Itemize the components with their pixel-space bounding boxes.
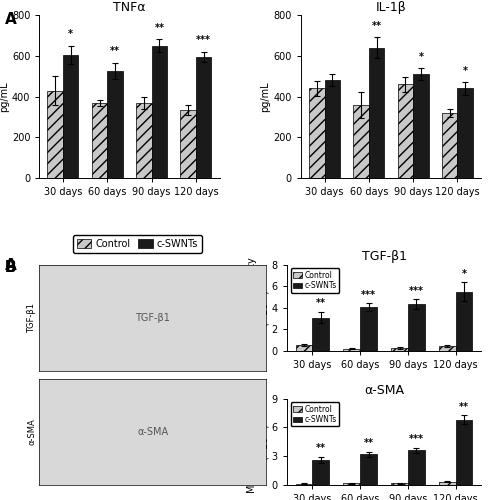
Bar — [296, 345, 312, 351]
Y-axis label: Mean optical density
(×10⁻²): Mean optical density (×10⁻²) — [247, 391, 269, 492]
Title: IL-1β: IL-1β — [376, 1, 407, 14]
Bar — [48, 90, 63, 178]
Bar — [108, 71, 123, 178]
Text: ***: *** — [409, 434, 424, 444]
Bar — [92, 103, 108, 178]
Y-axis label: pg/mL: pg/mL — [0, 82, 9, 112]
Text: **: ** — [110, 46, 120, 56]
Text: *: * — [462, 269, 466, 279]
Legend: Control, c-SWNTs: Control, c-SWNTs — [291, 402, 339, 426]
Title: α-SMA: α-SMA — [364, 384, 404, 398]
Bar — [325, 80, 340, 178]
Text: *: * — [418, 52, 423, 62]
Bar — [63, 55, 79, 178]
Bar — [152, 46, 167, 178]
Bar — [413, 74, 429, 178]
Bar — [354, 105, 369, 178]
Bar — [408, 304, 425, 351]
Legend: Control, c-SWNTs: Control, c-SWNTs — [73, 235, 202, 252]
Y-axis label: pg/mL: pg/mL — [261, 82, 271, 112]
Text: ***: *** — [409, 286, 424, 296]
Bar — [458, 88, 473, 178]
Text: *: * — [68, 29, 73, 39]
Y-axis label: Mean optical density
(×10⁻²): Mean optical density (×10⁻²) — [247, 257, 269, 358]
Text: **: ** — [316, 298, 326, 308]
Text: A: A — [5, 258, 17, 272]
Text: **: ** — [316, 443, 326, 453]
Text: **: ** — [372, 21, 382, 31]
Text: α-SMA: α-SMA — [137, 427, 168, 437]
Bar — [398, 84, 413, 178]
Text: B: B — [5, 260, 17, 275]
Bar — [296, 484, 312, 485]
Bar — [344, 484, 360, 485]
Title: TNFα: TNFα — [113, 1, 146, 14]
Text: ***: *** — [361, 290, 376, 300]
Bar — [312, 318, 329, 351]
Bar — [439, 346, 456, 351]
Title: TGF-β1: TGF-β1 — [361, 250, 407, 264]
Text: **: ** — [459, 402, 469, 412]
Bar — [196, 57, 212, 178]
Text: TGF-β1: TGF-β1 — [135, 312, 170, 322]
Bar — [439, 482, 456, 485]
Bar — [360, 308, 377, 351]
Bar — [180, 110, 196, 178]
Bar — [309, 88, 325, 178]
Bar — [456, 420, 472, 485]
Bar — [136, 103, 152, 178]
Bar — [344, 348, 360, 351]
Y-axis label: TGF-β1: TGF-β1 — [27, 302, 36, 332]
Text: B: B — [5, 260, 17, 275]
Legend: Control, c-SWNTs: Control, c-SWNTs — [291, 268, 339, 292]
Text: ***: *** — [196, 35, 211, 45]
Bar — [456, 292, 472, 351]
Bar — [442, 114, 458, 178]
Bar — [391, 348, 408, 351]
Bar — [369, 48, 384, 178]
Text: *: * — [463, 66, 468, 76]
Bar — [408, 450, 425, 485]
Text: **: ** — [154, 23, 164, 33]
Y-axis label: α-SMA: α-SMA — [27, 418, 36, 446]
Bar — [312, 460, 329, 485]
Text: **: ** — [363, 438, 374, 448]
Text: A: A — [5, 12, 17, 28]
Bar — [391, 483, 408, 485]
Bar — [360, 454, 377, 485]
